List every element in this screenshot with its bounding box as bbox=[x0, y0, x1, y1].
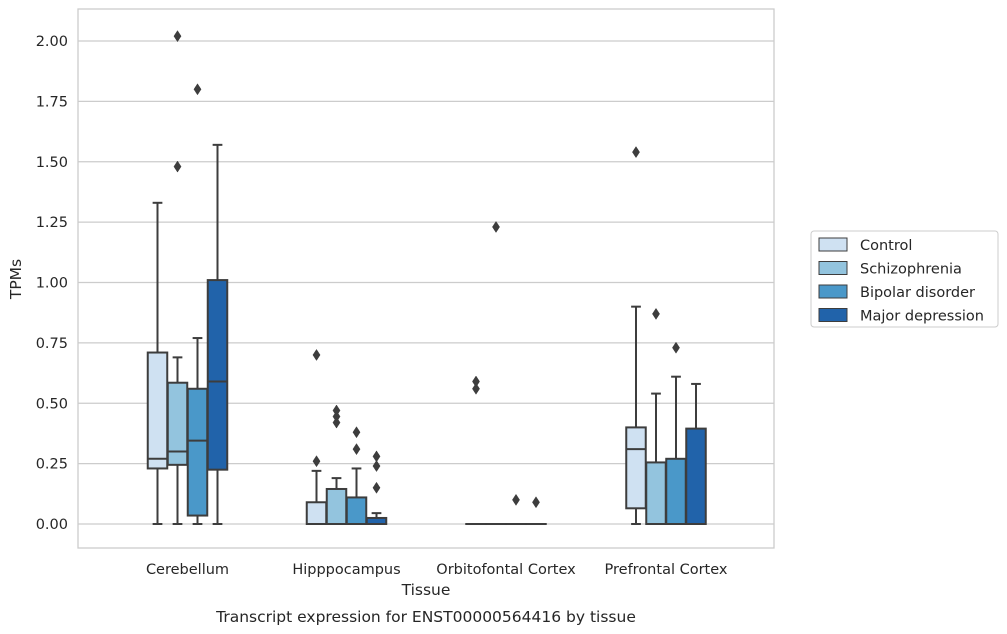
box-body bbox=[345, 496, 368, 525]
outlier-point bbox=[532, 496, 540, 509]
box-major-depression-hipppocampus bbox=[365, 450, 388, 526]
legend-swatch bbox=[818, 237, 848, 252]
box-bipolar-disorder-cerebellum bbox=[186, 83, 209, 525]
y-tick-label: 1.50 bbox=[36, 155, 68, 171]
legend-label: Schizophrenia bbox=[860, 262, 962, 278]
box-body bbox=[625, 426, 647, 510]
legend: Control Schizophrenia Bipolar disorder Majo… bbox=[810, 230, 999, 328]
y-tick-label: 0.50 bbox=[36, 396, 68, 412]
outlier-point bbox=[672, 341, 680, 354]
x-tick-label: Orbitofontal Cortex bbox=[436, 562, 576, 578]
box-body bbox=[685, 427, 707, 526]
outlier-point bbox=[312, 455, 321, 468]
outlier-point bbox=[332, 410, 341, 423]
outlier-point bbox=[332, 404, 341, 417]
outlier-point bbox=[332, 416, 341, 429]
x-tick-label: Cerebellum bbox=[146, 562, 229, 578]
box-body bbox=[206, 279, 229, 471]
outlier-point bbox=[372, 450, 381, 463]
outlier-point bbox=[372, 481, 381, 494]
box-schizophrenia-hipppocampus bbox=[325, 404, 348, 526]
y-tick-labels: 0.00 0.25 0.50 0.75 1.00 1.25 1.50 1.75 2.00 bbox=[36, 34, 68, 533]
legend-swatch bbox=[818, 308, 848, 322]
legend-label: Control bbox=[860, 238, 912, 254]
legend-swatch bbox=[818, 284, 848, 299]
outlier-point bbox=[492, 220, 500, 233]
outlier-point bbox=[312, 348, 321, 361]
legend-label: Major depression bbox=[860, 309, 984, 325]
box-major-depression-orbitofontal-cortex bbox=[525, 496, 547, 526]
box-body bbox=[325, 487, 348, 526]
box-body bbox=[665, 457, 687, 526]
outlier-point bbox=[173, 30, 182, 43]
y-tick-label: 1.75 bbox=[36, 94, 68, 110]
box-bipolar-disorder-hipppocampus bbox=[345, 426, 368, 525]
outlier-point bbox=[372, 460, 381, 472]
box-major-depression-cerebellum bbox=[206, 143, 229, 525]
box-bipolar-disorder-prefrontal-cortex bbox=[665, 341, 687, 526]
y-tick-label: 1.25 bbox=[36, 215, 68, 231]
legend-swatch bbox=[818, 261, 848, 275]
box-major-depression-prefrontal-cortex bbox=[685, 382, 707, 526]
legend-label: Bipolar disorder bbox=[860, 285, 975, 301]
box-schizophrenia-prefrontal-cortex bbox=[645, 307, 667, 526]
y-tick-label: 0.25 bbox=[36, 457, 68, 473]
legend-frame bbox=[810, 230, 999, 328]
outlier-point bbox=[512, 493, 520, 506]
outlier-point bbox=[352, 426, 361, 439]
box-layer bbox=[146, 30, 707, 526]
box-control-hipppocampus bbox=[305, 348, 328, 526]
box-body bbox=[645, 461, 667, 526]
x-tick-label: Prefrontal Cortex bbox=[605, 562, 728, 578]
box-control-prefrontal-cortex bbox=[625, 146, 647, 525]
y-tick-label: 2.00 bbox=[36, 34, 68, 50]
box-control-orbitofontal-cortex bbox=[465, 375, 487, 526]
y-tick-label: 0.75 bbox=[36, 336, 68, 352]
x-axis-label: Tissue bbox=[401, 581, 451, 599]
x-tick-labels: Cerebellum Hipppocampus Orbitofontal Corte… bbox=[146, 562, 728, 578]
box-body bbox=[186, 387, 209, 517]
outlier-point bbox=[352, 443, 361, 456]
y-tick-label: 1.00 bbox=[36, 276, 68, 292]
plot-area-frame bbox=[77, 8, 775, 549]
outlier-point bbox=[632, 146, 640, 159]
outlier-point bbox=[652, 307, 660, 320]
outlier-point bbox=[472, 382, 480, 395]
box-body bbox=[305, 501, 328, 526]
outlier-point bbox=[472, 375, 480, 388]
y-tick-label: 0.00 bbox=[36, 517, 68, 533]
outlier-point bbox=[193, 83, 202, 96]
x-tick-label: Hipppocampus bbox=[292, 562, 400, 578]
outlier-point bbox=[173, 160, 182, 173]
y-axis-label: TPMs bbox=[7, 259, 25, 300]
box-body bbox=[146, 351, 169, 470]
chart-caption: Transcript expression for ENST0000056441… bbox=[215, 608, 636, 626]
